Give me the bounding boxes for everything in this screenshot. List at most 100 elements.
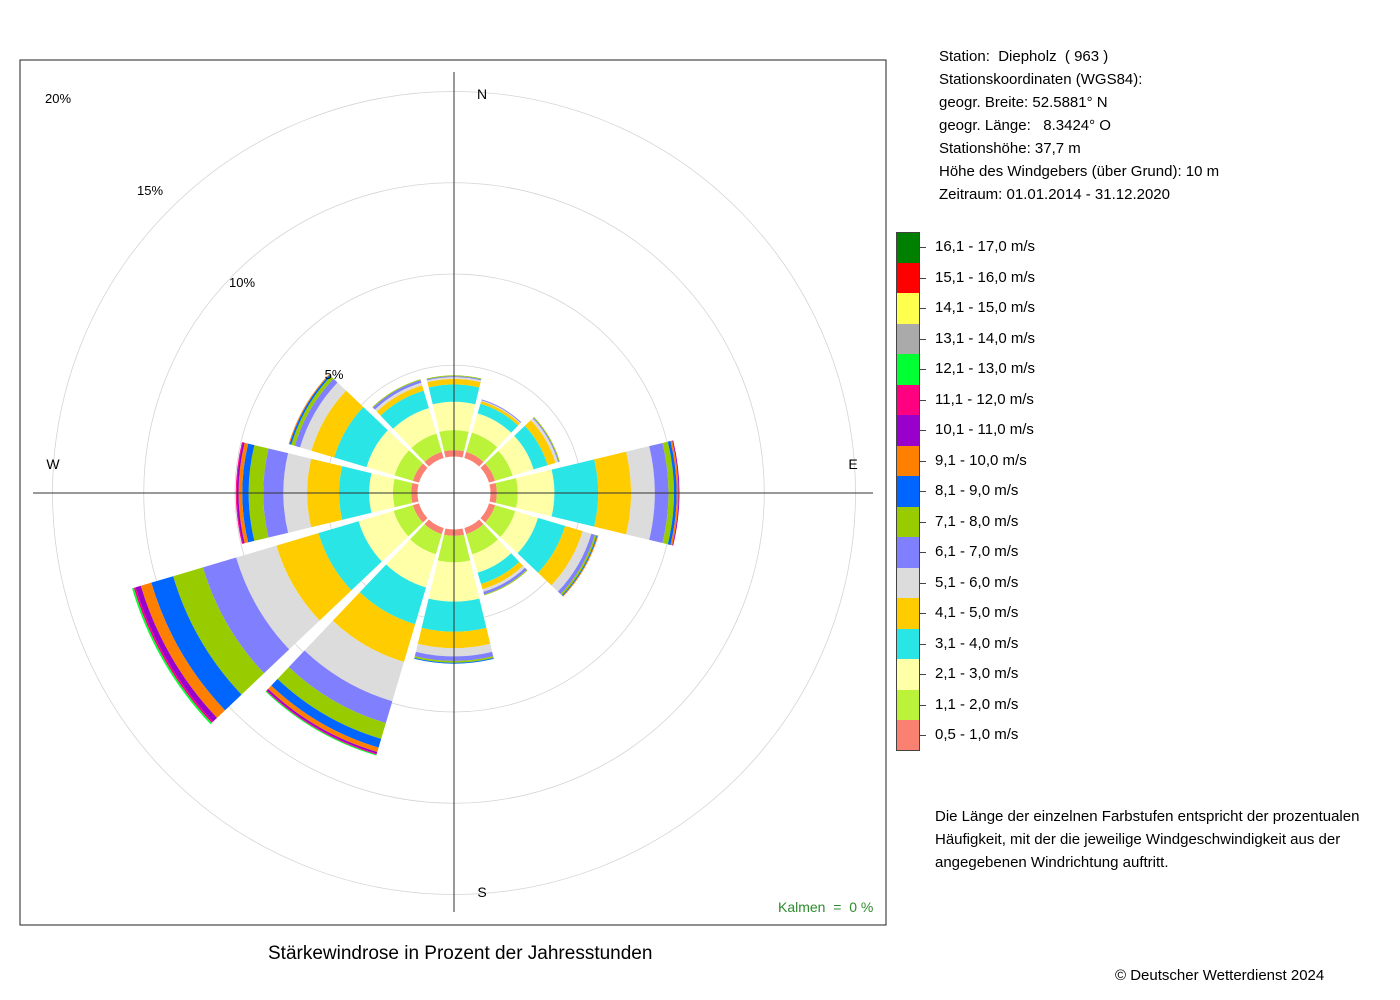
sector-330°-class-4: [380, 390, 429, 429]
sector-240°-class-5: [276, 533, 352, 621]
legend-tick: [920, 247, 926, 248]
sector-240°-class-4: [318, 521, 382, 591]
legend-swatch: [896, 689, 920, 720]
legend-label: 5,1 - 6,0 m/s: [935, 573, 1019, 591]
sector-N-class-8: [426, 375, 482, 380]
direction-label-e: E: [848, 456, 857, 472]
sector-300°-class-2: [394, 450, 423, 481]
sector-150°-class-7: [483, 567, 527, 595]
legend-item: 3,1 - 4,0 m/s: [896, 628, 1196, 659]
sector-330°-class-3: [393, 408, 437, 448]
sector-240°-class-2: [393, 505, 423, 537]
legend-item: 2,1 - 3,0 m/s: [896, 659, 1196, 690]
legend-item: 4,1 - 5,0 m/s: [896, 598, 1196, 629]
legend-label: 7,1 - 8,0 m/s: [935, 512, 1019, 530]
sector-240°-class-7: [202, 557, 290, 674]
sector-60°-class-2: [485, 450, 513, 481]
direction-label-n: N: [477, 86, 487, 102]
sector-330°-class-7: [372, 380, 422, 410]
legend-note: Die Länge der einzelnen Farbstufen entsp…: [935, 808, 1360, 871]
sector-120°-class-2: [485, 505, 516, 537]
legend-item: 12,1 - 13,0 m/s: [896, 354, 1196, 385]
sector-W-class-10: [238, 442, 249, 544]
sector-210°-class-7: [288, 650, 393, 724]
sector-330°-class-1: [424, 451, 444, 467]
ring-label-10: 10%: [229, 275, 255, 290]
wind-rose-chart: N E S W 5% 10% 15% 20%: [19, 59, 887, 926]
elevation-line: Stationshöhe: 37,7 m: [939, 140, 1081, 157]
sector-210°-class-9: [271, 678, 382, 748]
legend-tick: [920, 521, 926, 523]
sector-150°-class-5: [480, 561, 524, 590]
sector-120°-class-6: [551, 531, 592, 592]
sector-210°-class-1: [424, 519, 444, 535]
legend-tick: [920, 338, 926, 340]
ring-label-20: 20%: [45, 91, 71, 106]
sector-300°-class-3: [366, 430, 409, 476]
legend-label: 2,1 - 3,0 m/s: [935, 665, 1019, 682]
sector-120°-class-3: [500, 511, 538, 554]
sector-210°-class-8: [277, 667, 386, 739]
direction-label-s: S: [477, 884, 486, 900]
sector-60°-class-4: [514, 425, 548, 470]
legend-label: 0,5 - 1,0 m/s: [935, 726, 1019, 743]
sector-30°-class-3: [471, 413, 512, 448]
sector-N-class-6: [426, 377, 482, 383]
sector-300°-class-1: [412, 463, 428, 483]
sector-240°-class-8: [173, 567, 265, 695]
legend-item: 10,1 - 11,0 m/s: [896, 415, 1196, 446]
direction-label-w: W: [46, 456, 60, 472]
legend-tick: [920, 460, 926, 462]
sector-E-class-8: [662, 441, 674, 545]
latitude-line: geogr. Breite: 52.5881° N: [939, 94, 1108, 111]
sector-150°-class-2: [466, 524, 498, 555]
legend-tick: [920, 277, 926, 279]
sector-W-class-11: [236, 442, 245, 544]
legend-swatch: [896, 293, 920, 324]
legend-tick: [920, 613, 926, 614]
sector-E-class-11: [672, 440, 680, 546]
sector-W-class-12: [235, 442, 243, 544]
sector-30°-class-4: [477, 403, 519, 433]
legend-item: 9,1 - 10,0 m/s: [896, 445, 1196, 476]
legend-label: 10,1 - 11,0 m/s: [935, 421, 1034, 438]
sector-300°-class-8: [291, 376, 334, 446]
legend-swatch: [896, 323, 920, 354]
legend-item: 14,1 - 15,0 m/s: [896, 293, 1196, 324]
legend-swatch: [896, 598, 920, 629]
sector-210°-class-6: [304, 620, 404, 702]
coordinates-heading: Stationskoordinaten (WGS84):: [939, 71, 1143, 88]
sector-30°-class-5: [480, 401, 520, 426]
sector-210°-class-10: [268, 685, 379, 752]
sector-210°-class-2: [410, 524, 442, 555]
legend-label: 1,1 - 2,0 m/s: [935, 695, 1019, 713]
legend-label: 14,1 - 15,0 m/s: [935, 299, 1036, 316]
legend-swatch: [896, 384, 920, 415]
sector-120°-class-5: [538, 525, 583, 586]
sector-150°-class-4: [477, 553, 520, 584]
legend-item: 6,1 - 7,0 m/s: [896, 537, 1196, 568]
sector-E-class-9: [667, 441, 677, 545]
legend-swatch: [896, 628, 920, 659]
sector-210°-class-4: [359, 564, 427, 625]
legend-label: 3,1 - 4,0 m/s: [935, 634, 1019, 652]
copyright: © Deutscher Wetterdienst 2024: [1115, 967, 1325, 984]
sector-210°-class-3: [386, 539, 436, 588]
sector-120°-class-1: [480, 503, 496, 523]
legend-item: 5,1 - 6,0 m/s: [896, 567, 1196, 598]
sector-240°-class-1: [412, 503, 428, 523]
legend-label: 12,1 - 13,0 m/s: [935, 360, 1036, 377]
sector-330°-class-6: [374, 382, 423, 412]
legend-swatch: [896, 415, 920, 446]
legend-swatch: [896, 567, 920, 598]
sector-S-class-9: [414, 658, 494, 664]
sector-330°-class-2: [411, 433, 442, 462]
ring-label-5: 5%: [325, 367, 344, 382]
sector-30°-class-2: [466, 432, 498, 462]
legend-label: 16,1 - 17,0 m/s: [935, 238, 1036, 255]
legend-tick: [920, 674, 926, 675]
sector-240°-class-11: [135, 585, 218, 722]
period-line: Zeitraum: 01.01.2014 - 31.12.2020: [939, 186, 1170, 203]
legend-tick: [920, 735, 926, 736]
longitude-line: geogr. Länge: 8.3424° O: [939, 117, 1111, 134]
